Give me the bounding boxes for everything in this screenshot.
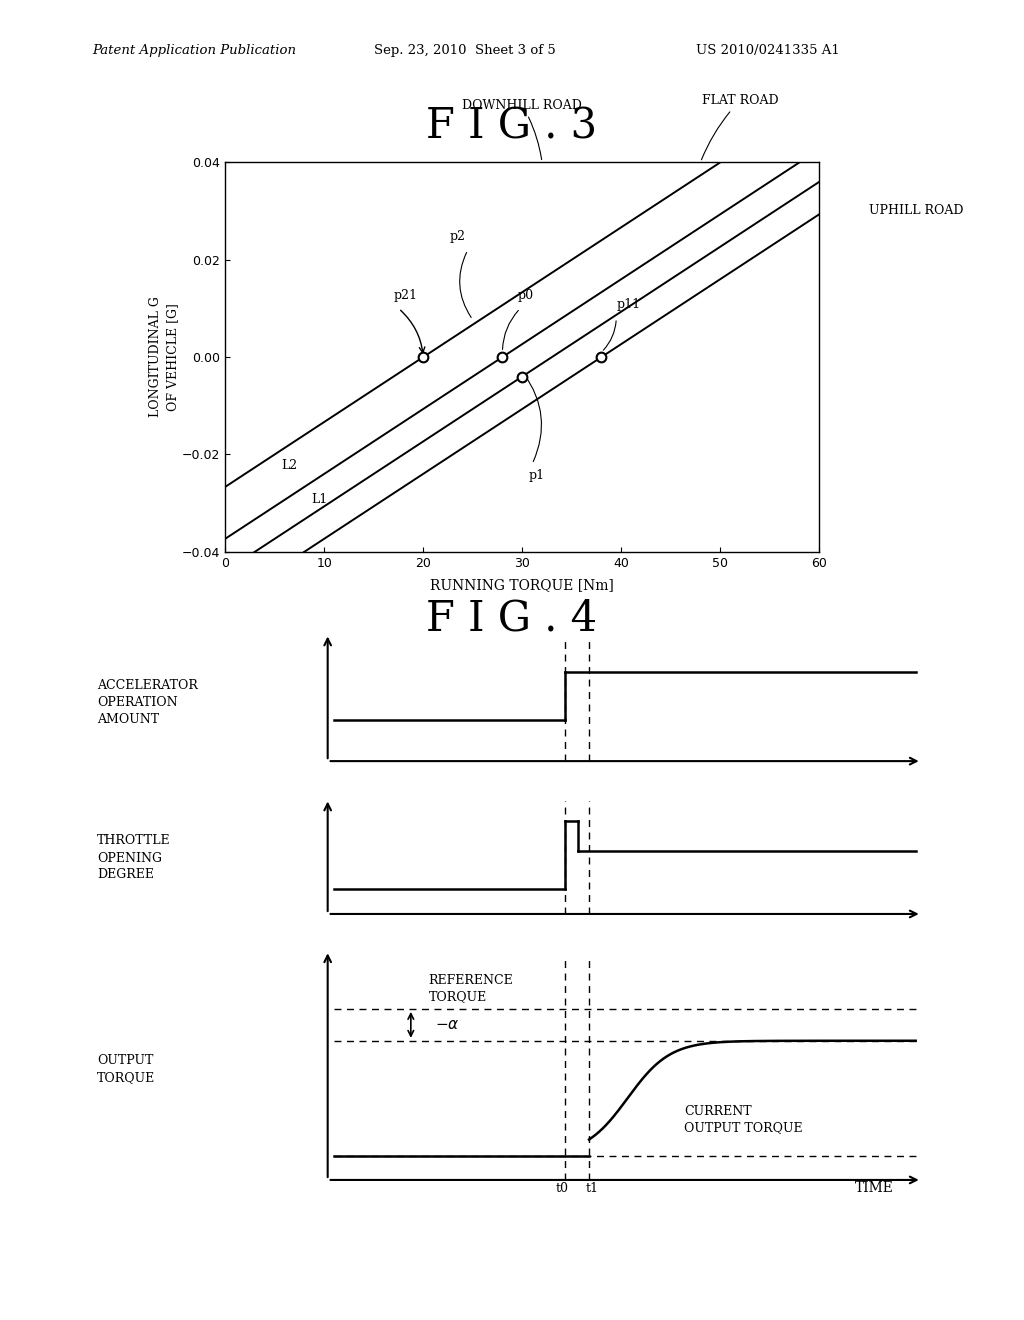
Text: p21: p21 bbox=[393, 289, 418, 302]
Text: p1: p1 bbox=[529, 469, 545, 482]
Text: FLAT ROAD: FLAT ROAD bbox=[701, 94, 778, 160]
Text: p2: p2 bbox=[450, 230, 466, 243]
Text: ACCELERATOR
OPERATION
AMOUNT: ACCELERATOR OPERATION AMOUNT bbox=[97, 678, 199, 726]
Text: t0: t0 bbox=[556, 1183, 568, 1195]
Text: THROTTLE
OPENING
DEGREE: THROTTLE OPENING DEGREE bbox=[97, 834, 171, 882]
Text: US 2010/0241335 A1: US 2010/0241335 A1 bbox=[696, 44, 840, 57]
Text: UPHILL ROAD: UPHILL ROAD bbox=[868, 205, 964, 218]
Text: L2: L2 bbox=[282, 459, 298, 473]
Text: F I G . 4: F I G . 4 bbox=[426, 598, 598, 640]
Text: TIME: TIME bbox=[855, 1181, 894, 1195]
Text: L1: L1 bbox=[311, 494, 328, 506]
Text: Patent Application Publication: Patent Application Publication bbox=[92, 44, 296, 57]
Text: DOWNHILL ROAD: DOWNHILL ROAD bbox=[462, 99, 583, 160]
Text: p0: p0 bbox=[517, 289, 534, 302]
Text: t1: t1 bbox=[586, 1183, 598, 1195]
Text: p11: p11 bbox=[616, 298, 640, 312]
Y-axis label: LONGITUDINAL G
OF VEHICLE [G]: LONGITUDINAL G OF VEHICLE [G] bbox=[150, 297, 179, 417]
Text: REFERENCE
TORQUE: REFERENCE TORQUE bbox=[429, 974, 513, 1003]
Text: CURRENT
OUTPUT TORQUE: CURRENT OUTPUT TORQUE bbox=[684, 1105, 803, 1134]
Text: F I G . 3: F I G . 3 bbox=[426, 106, 598, 148]
Text: $-\alpha$: $-\alpha$ bbox=[434, 1018, 459, 1032]
Text: OUTPUT
TORQUE: OUTPUT TORQUE bbox=[97, 1055, 156, 1084]
Text: Sep. 23, 2010  Sheet 3 of 5: Sep. 23, 2010 Sheet 3 of 5 bbox=[374, 44, 555, 57]
X-axis label: RUNNING TORQUE [Nm]: RUNNING TORQUE [Nm] bbox=[430, 578, 614, 591]
